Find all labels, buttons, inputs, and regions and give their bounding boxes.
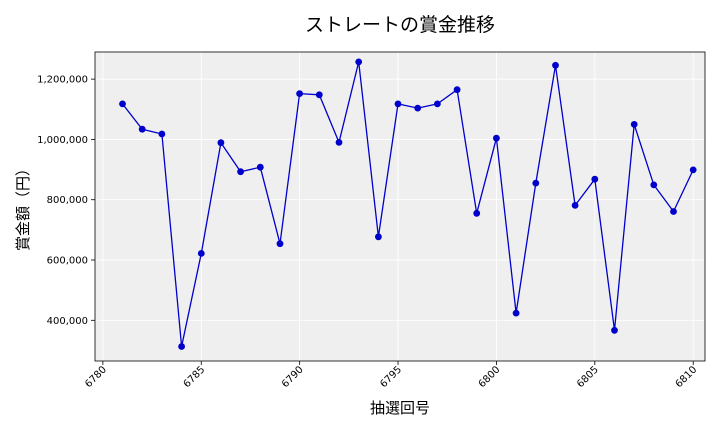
data-point xyxy=(394,100,402,108)
chart-title: ストレートの賞金推移 xyxy=(305,14,495,36)
series-layer xyxy=(119,58,697,350)
data-point xyxy=(138,125,146,133)
data-point xyxy=(158,130,166,138)
data-point xyxy=(315,91,323,99)
data-point xyxy=(355,58,363,66)
data-point xyxy=(512,309,520,317)
x-tick-label: 6780 xyxy=(83,364,109,390)
data-point xyxy=(689,166,697,174)
y-axis-label: 賞金額（円） xyxy=(14,161,32,251)
data-point xyxy=(217,139,225,147)
data-point xyxy=(650,181,658,189)
x-tick-label: 6800 xyxy=(477,364,503,390)
data-point xyxy=(119,100,126,108)
y-tick-label: 600,000 xyxy=(47,256,88,267)
data-point xyxy=(237,168,245,176)
y-tick-label: 800,000 xyxy=(47,195,88,206)
data-point xyxy=(434,100,441,108)
x-tick-label: 6805 xyxy=(575,364,601,390)
data-point xyxy=(552,61,559,69)
y-tick-label: 1,200,000 xyxy=(37,75,88,86)
x-axis-label: 抽選回号 xyxy=(370,399,430,417)
plot-frame xyxy=(94,51,706,362)
data-point xyxy=(375,233,382,241)
plot-area xyxy=(95,52,705,361)
data-point xyxy=(591,175,599,183)
y-tick-label: 1,000,000 xyxy=(37,135,88,146)
x-tick-label: 6795 xyxy=(378,364,404,390)
data-point xyxy=(335,139,343,146)
data-point xyxy=(414,104,422,112)
x-tick-label: 6790 xyxy=(280,364,306,390)
series-line xyxy=(121,61,694,348)
data-point xyxy=(276,240,284,248)
data-point xyxy=(256,163,264,171)
data-point xyxy=(296,90,303,97)
data-point xyxy=(630,121,638,128)
grid-lines xyxy=(95,52,705,361)
data-point xyxy=(493,134,500,142)
data-point xyxy=(453,86,461,94)
data-point xyxy=(473,209,481,217)
data-point xyxy=(611,326,618,334)
x-tick-label: 6785 xyxy=(182,364,208,390)
data-point xyxy=(571,202,579,209)
data-point xyxy=(178,343,186,350)
y-tick-label: 400,000 xyxy=(47,316,88,327)
data-point xyxy=(197,250,205,257)
x-tick-label: 6810 xyxy=(674,364,700,390)
data-point xyxy=(532,179,540,187)
data-point xyxy=(670,208,677,215)
